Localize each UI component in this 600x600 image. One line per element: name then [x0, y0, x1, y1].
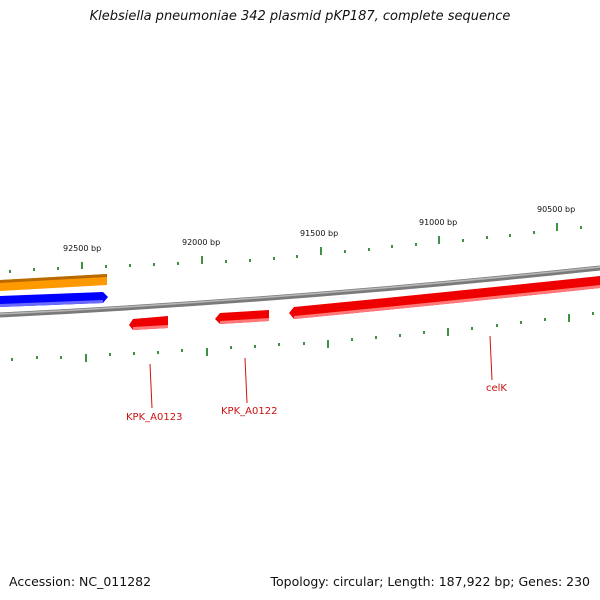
orange-feature-edge: [0, 274, 107, 283]
tick-label: 91500 bp: [300, 229, 338, 238]
gene-callouts: [149, 335, 493, 409]
accession-text: Accession: NC_011282: [9, 574, 152, 589]
gene-kpk-a0122-shade: [220, 318, 269, 324]
tick-label: 91000 bp: [419, 218, 457, 227]
tick-label: 92000 bp: [182, 238, 220, 247]
gene-label: KPK_A0123: [126, 412, 182, 423]
backbone-arc-highlight: [0, 266, 600, 315]
tick-label: 90500 bp: [537, 205, 575, 214]
topology-summary: Topology: circular; Length: 187,922 bp; …: [270, 574, 591, 589]
gene-label: celK: [486, 383, 507, 394]
backbone-arc: [0, 265, 600, 318]
upper-tick-marks: [9, 223, 582, 273]
tick-label: 92500 bp: [63, 244, 101, 253]
blue-feature-edge: [0, 300, 103, 307]
gene-celK-shade: [294, 285, 600, 319]
gene-kpk-a0123-shade: [133, 325, 168, 330]
gene-label: KPK_A0122: [221, 406, 277, 417]
lower-tick-marks: [11, 312, 594, 362]
map-title: Klebsiella pneumoniae 342 plasmid pKP187…: [89, 9, 511, 24]
gene-celK: [289, 276, 600, 319]
